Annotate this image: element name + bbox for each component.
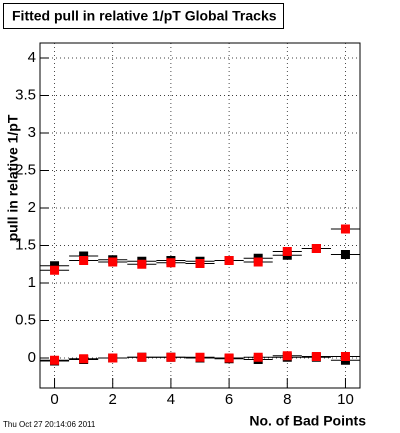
marker [50, 265, 60, 275]
y-tick-label: 4 [28, 49, 36, 66]
x-tick-label: 8 [283, 391, 291, 408]
title-box [3, 3, 284, 29]
x-tick-label: 10 [337, 391, 354, 408]
marker [166, 258, 176, 268]
marker [108, 257, 118, 267]
marker [166, 352, 176, 362]
marker [340, 352, 350, 361]
x-axis-label: No. of Bad Points [249, 413, 366, 429]
y-tick-label: 3 [28, 124, 36, 141]
y-tick-label: 0 [28, 349, 36, 366]
x-tick-label: 6 [225, 391, 233, 408]
y-tick-label: 2 [28, 199, 36, 216]
marker [311, 352, 321, 361]
marker [195, 259, 205, 268]
chart-title: Fitted pull in relative 1/pT Global Trac… [12, 8, 277, 24]
y-tick-label: 0.5 [15, 311, 36, 328]
marker [108, 353, 118, 363]
marker [282, 247, 292, 256]
plot-frame [39, 42, 361, 389]
marker [340, 250, 350, 259]
x-tick-label: 2 [109, 391, 117, 408]
x-tick-label: 4 [167, 391, 175, 408]
marker [195, 352, 205, 362]
y-tick-label: 1.5 [15, 236, 36, 253]
marker [311, 244, 321, 253]
marker [224, 353, 234, 363]
y-axis-label: pull in relative 1/pT [5, 114, 21, 241]
marker [224, 256, 234, 265]
x-tick-label: 0 [50, 391, 58, 408]
marker [79, 256, 89, 265]
marker [137, 352, 147, 362]
y-tick-label: 3.5 [15, 86, 36, 103]
marker [253, 257, 263, 267]
marker [282, 351, 292, 361]
marker [253, 352, 263, 362]
y-tick-label: 2.5 [15, 161, 36, 178]
footer-date: Thu Oct 27 20:14:06 2011 [3, 420, 96, 429]
marker [137, 259, 147, 269]
marker [50, 355, 60, 365]
marker [79, 354, 89, 364]
y-tick-label: 1 [28, 274, 36, 291]
marker [340, 224, 350, 234]
